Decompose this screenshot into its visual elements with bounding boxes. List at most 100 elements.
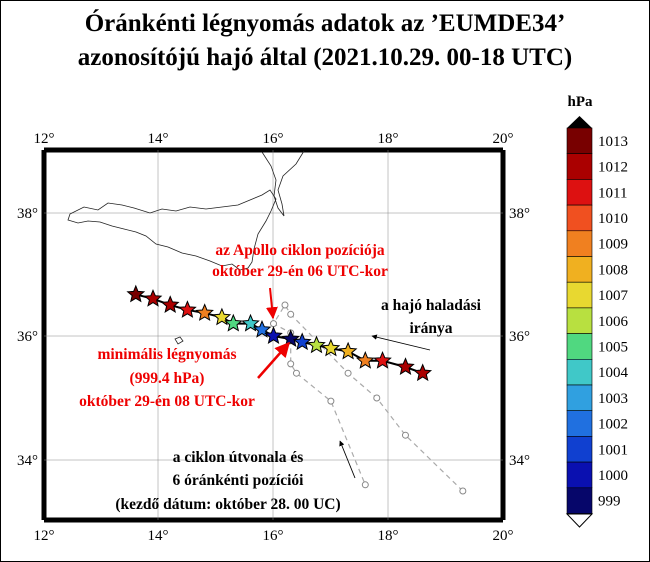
title-line-1: Óránkénti légnyomás adatok az ’EUMDE34’: [84, 10, 566, 37]
cyclone-position: [327, 397, 335, 405]
minimum-label-line-1: minimális légnyomás: [97, 346, 236, 363]
cyclone-position: [361, 481, 369, 489]
pressure-colorbar: hPa 1013 1012 1011 1010 1009 1008 1007 1006 1005…: [565, 94, 629, 528]
ship-observation-star: [195, 303, 214, 321]
minimum-annotation: minimális légnyomás (999.4 hPa) október …: [79, 341, 290, 410]
longitude-ticks-top: 12° 14° 16° 18° 20°: [34, 131, 514, 147]
ship-observation-star: [373, 350, 392, 369]
lat-tick-38-left: 38°: [17, 206, 38, 222]
lat-tick-38-right: 38°: [509, 206, 530, 222]
minimum-label-line-2: (999.4 hPa): [130, 370, 205, 387]
cyclone-position: [287, 310, 295, 318]
colorbar-label: 1012: [598, 160, 628, 176]
longitude-ticks-bottom: 12° 14° 16° 18° 20°: [34, 528, 514, 544]
colorbar-cell: [566, 281, 593, 309]
ship-track: [126, 284, 433, 382]
calabria-coast: [261, 150, 305, 217]
apollo-annotation: az Apollo ciklon pozíciója október 29-én…: [212, 242, 388, 320]
lon-tick-12-bottom: 12°: [34, 528, 55, 544]
lat-tick-34-left: 34°: [17, 453, 38, 469]
ship-observation-star: [307, 335, 326, 354]
cyclone-direction-arrow: [339, 440, 356, 479]
colorbar-cell: [566, 487, 593, 514]
colorbar-cell: [566, 410, 593, 437]
ship-observation-star: [126, 284, 146, 303]
cyclone-position: [287, 360, 295, 368]
minimum-arrow: [257, 341, 290, 379]
direction-arrow: [371, 334, 431, 351]
coastlines: [67, 150, 305, 345]
colorbar-cell: [566, 127, 593, 155]
colorbar-label: 1006: [598, 314, 629, 330]
lon-tick-14-bottom: 14°: [148, 528, 169, 544]
ship-observation-star: [178, 300, 197, 318]
apollo-label-line-1: az Apollo ciklon pozíciója: [215, 242, 384, 259]
colorbar-cell: [566, 358, 593, 386]
colorbar-label: 1009: [598, 237, 628, 253]
colorbar-label: 1003: [598, 391, 628, 407]
colorbar-label: 1001: [598, 442, 628, 458]
ship-observation-star: [264, 326, 283, 344]
lat-tick-36-left: 36°: [17, 329, 38, 345]
ship-observation-star: [143, 288, 163, 307]
colorbar-cell: [566, 256, 593, 283]
lon-tick-18-top: 18°: [378, 131, 399, 147]
ship-observation-star: [224, 313, 243, 332]
colorbar-label: 1011: [598, 185, 627, 201]
lon-tick-18-bottom: 18°: [378, 528, 399, 544]
colorbar-label: 1004: [598, 365, 629, 381]
apollo-label-line-2: október 29-én 06 UTC-kor: [212, 263, 388, 280]
colorbar-cell: [566, 153, 593, 180]
latitude-ticks-left: 38° 36° 34°: [17, 206, 38, 469]
colorbar-label: 1013: [598, 134, 628, 150]
lat-tick-34-right: 34°: [509, 453, 530, 469]
lon-tick-20-bottom: 20°: [493, 528, 514, 544]
minimum-label-line-3: október 29-én 08 UTC-kor: [79, 393, 255, 410]
colorbar-cell: [566, 179, 593, 206]
cyclone-label-line-2: 6 óránkénti pozíciói: [173, 472, 305, 489]
cyclone-position: [401, 431, 409, 439]
ship-observation-star: [321, 338, 341, 357]
direction-annotation: a hajó haladási iránya: [371, 297, 482, 351]
malta: [174, 336, 184, 345]
cyclone-track: [270, 301, 467, 495]
colorbar-label: 1005: [598, 339, 628, 355]
cyclone-track-line: [272, 303, 464, 492]
lon-tick-12-top: 12°: [34, 131, 55, 147]
lon-tick-20-top: 20°: [493, 131, 514, 147]
direction-label-line-1: a hajó haladási: [381, 297, 482, 314]
colorbar-cell: [566, 436, 593, 463]
colorbar-label: 1002: [598, 417, 628, 433]
colorbar-label: 1010: [598, 211, 628, 227]
colorbar-label: 1007: [598, 288, 629, 304]
colorbar-cell: [566, 333, 593, 360]
ship-observation-star: [396, 357, 415, 375]
lon-tick-16-top: 16°: [263, 131, 284, 147]
cyclone-path-annotation: a ciklon útvonala és 6 óránkénti pozíció…: [115, 440, 356, 513]
cyclone-position: [270, 320, 277, 328]
title-line-2: azonosítójú hajó által (2021.10.29. 00-1…: [77, 44, 573, 71]
ship-observation-star: [338, 341, 358, 360]
latitude-ticks-right: 38° 36° 34°: [509, 206, 530, 469]
apollo-arrow: [265, 287, 278, 320]
ship-observation-star: [413, 363, 433, 382]
ship-observation-star: [160, 295, 180, 313]
map-grid: [41, 147, 506, 523]
cyclone-position: [292, 369, 300, 377]
colorbar-cell: [566, 461, 593, 489]
colorbar-top-triangle: [567, 116, 592, 128]
lat-tick-36-right: 36°: [509, 329, 530, 345]
colorbar-cell: [566, 384, 593, 412]
cyclone-position: [459, 487, 467, 495]
cyclone-position: [281, 301, 289, 309]
cyclone-label-line-3: (kezdő dátum: október 28. 00 UC): [115, 496, 340, 513]
colorbar-label: 1008: [598, 262, 628, 278]
ship-observation-star: [292, 332, 312, 351]
cyclone-position: [373, 394, 381, 402]
colorbar-cell: [566, 204, 593, 232]
colorbar-bottom-triangle: [565, 513, 594, 528]
lon-tick-16-bottom: 16°: [263, 528, 284, 544]
colorbar-unit: hPa: [567, 94, 593, 110]
colorbar-cell: [566, 307, 593, 334]
